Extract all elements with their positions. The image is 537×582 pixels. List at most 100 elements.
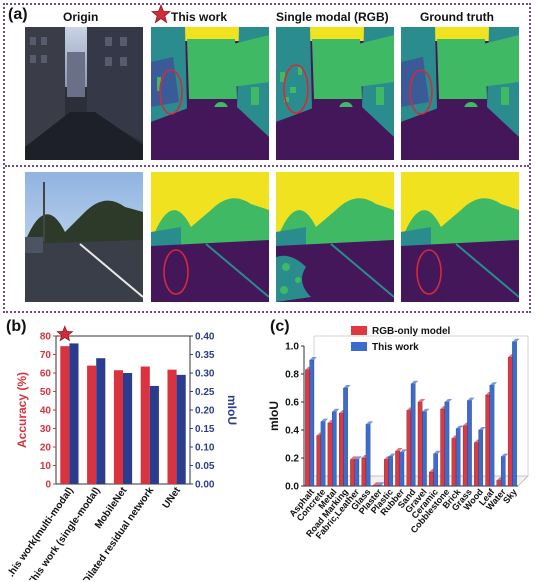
bar-this-work-top [478,427,486,430]
bar-this-work [467,400,472,487]
bar-this-work [489,385,495,487]
bar-this-work [343,387,348,487]
x-tick-label-c: Sky [501,487,519,506]
bar-this-work-top [388,453,396,457]
y-tick-label-right: 0.30 [195,369,215,380]
bar-rgb-only-top [372,482,381,486]
bar-rgb-only-top [350,456,358,460]
segmentation-ground-truth-2 [401,172,519,302]
bar-accuracy [167,369,177,484]
y-tick-label-left: 40 [40,406,52,417]
col-title-this-work: This work [171,10,228,24]
bar-rgb-only [350,459,355,487]
bar-this-work-top [365,421,374,425]
bar-this-work [309,359,315,487]
photo-origin-street-2 [25,172,143,302]
col-title-ground-truth: Ground truth [420,10,494,24]
bar-this-work-top [512,338,520,342]
bar-rgb-only [462,425,468,487]
y-tick-label-c: 0.4 [285,426,299,437]
bar-rgb-only [406,410,412,487]
y-tick-label-right: 0.15 [195,424,215,435]
y-axis-title-right: mIoU [225,395,239,425]
bar-rgb-only [474,442,479,487]
chart-c-per-material-miou: 0.00.20.40.60.81.0mIoUAsphaltConcreteMet… [267,326,529,541]
bar-this-work-top [489,382,498,386]
bar-accuracy [140,366,150,484]
y-tick-label-left: 30 [40,424,52,435]
bar-miou [149,385,159,484]
bar-accuracy [113,370,123,484]
panel-c-label: (c) [270,318,290,335]
y-tick-label-left: 0 [45,480,51,491]
legend-swatch-this-work [351,342,367,351]
bar-accuracy [87,365,97,484]
bar-this-work-top [444,399,453,402]
panel-a-frame [3,3,531,313]
bar-rgb-only [395,450,400,487]
bar-rgb-only [429,471,434,487]
star-icon [150,3,172,29]
legend-label-this-work: This work [372,342,419,353]
bar-this-work-top [309,357,317,360]
bar-rgb-only [327,422,333,487]
bar-this-work [478,429,484,487]
bar-rgb-only [440,408,445,487]
bar-this-work [399,452,405,487]
y-tick-label-left: 10 [40,461,52,472]
bar-this-work-top [377,482,385,486]
photo-origin-street-1 [25,27,143,160]
panel-a-label: (a) [8,6,28,23]
chart-b-accuracy-miou: 0 10 20 30 40 50 60 70 80 0.00 0.05 0.10 0.15 0.20 0.2… [6,325,239,580]
bar-rgb-only-top [395,448,403,451]
y-tick-label-right: 0.05 [195,461,215,472]
y-tick-label-right: 0.40 [195,332,215,343]
bar-rgb-only [305,369,310,487]
bar-this-work-top [467,397,475,401]
segmentation-this-work-1 [151,27,269,160]
legend-label-rgb-only: RGB-only model [372,326,451,337]
bar-rgb-only [417,401,423,487]
bar-rgb-only [338,413,344,487]
panel-b-label: (b) [6,318,27,335]
bar-this-work-top [354,456,362,460]
bar-this-work [320,421,326,487]
bar-this-work-top [501,453,509,457]
bar-this-work-top [411,380,419,384]
bar-this-work-top [422,408,430,412]
y-tick-label-left: 80 [40,332,52,343]
bar-this-work [512,341,517,487]
bar-this-work-top [399,449,408,453]
y-axis-title-c: mIoU [267,401,281,431]
panel-a-row-divider [5,165,529,167]
bar-this-work [354,459,360,487]
bar-this-work [410,383,416,487]
segmentation-single-modal-1 [276,27,394,160]
bar-rgb-only [361,457,367,487]
plot-floor-c [303,475,529,487]
segmentation-ground-truth-1 [401,27,519,160]
bar-this-work [422,411,427,487]
y-tick-label-right: 0.20 [195,406,215,417]
segmentation-single-modal-2 [276,172,394,302]
y-tick-label-left: 60 [40,369,52,380]
bar-rgb-only-top [417,399,426,402]
y-tick-label-right: 0.25 [195,387,215,398]
bar-this-work [433,453,438,487]
y-tick-label-c: 1.0 [285,342,299,353]
y-tick-label-left: 50 [40,387,52,398]
y-tick-label-right: 0.00 [195,480,215,491]
segmentation-this-work-2 [151,172,269,302]
bar-rgb-only [384,459,389,487]
bar-rgb-only [496,480,502,487]
bar-this-work [332,411,337,487]
y-tick-label-c: 0.6 [285,398,299,409]
col-title-origin: Origin [63,10,99,24]
x-tick-label: UNet [161,485,184,511]
star-marker-icon [56,325,74,342]
y-tick-label-left: 20 [40,443,52,454]
bar-miou [69,343,79,484]
bar-rgb-only [507,357,513,487]
bar-this-work [455,428,461,487]
y-tick-label-left: 70 [40,350,52,361]
